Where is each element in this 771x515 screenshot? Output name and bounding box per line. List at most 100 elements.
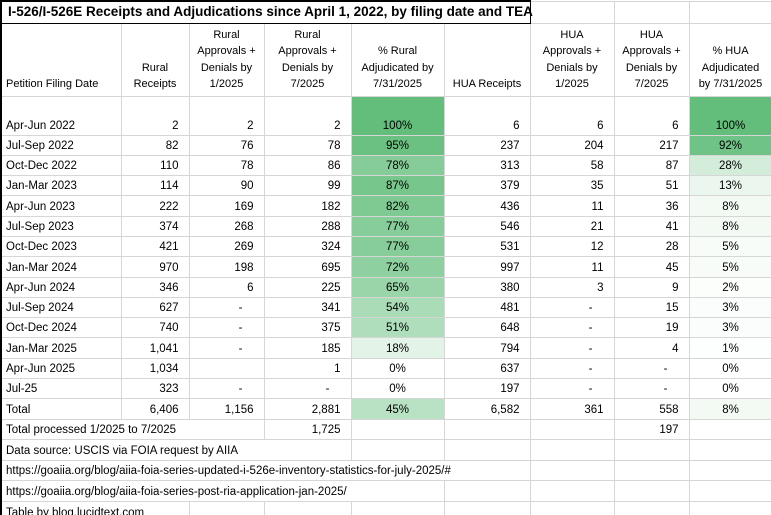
value-cell: 3 [530,277,615,298]
value-cell: 19 [614,317,690,339]
value-cell: 2 [189,96,265,136]
pct-rural-cell: 65% [351,277,445,298]
filing-date-cell: Apr-Jun 2023 [0,195,122,217]
table-row: Apr-Jun 2023 222 169 182 82% 436 11 36 8% [0,195,771,217]
table-row: Jul-25 323- -0% 197- -0% [0,378,771,400]
table-title: I-526/I-526E Receipts and Adjudications … [0,0,533,24]
pct-hua-cell: 5% [689,236,771,258]
table-row: Jul-Sep 2024 627-341 54% 481-15 3% [0,297,771,319]
value-cell: 2 [264,96,352,136]
pct-rural-cell: 51% [351,317,445,339]
value-cell: 204 [530,135,615,156]
source-url-2[interactable]: https://goaiia.org/blog/aiia-foia-series… [0,480,445,503]
pct-hua-cell: 3% [689,317,771,339]
empty-cell [264,501,352,515]
value-cell: 627 [121,297,190,319]
value-cell: 110 [121,155,190,177]
table-row: Oct-Dec 2023 421 269 324 77% 531 12 28 5% [0,236,771,258]
filing-date-cell: Total [0,398,122,420]
value-cell: 82 [121,135,190,156]
filing-date-cell: Jul-Sep 2024 [0,297,122,319]
filing-date-cell: Apr-Jun 2025 [0,358,122,380]
empty-cell [530,0,615,24]
value-cell: 531 [444,236,531,258]
value-cell: 51 [614,175,690,197]
data-source-label: Data source: USCIS via FOIA request by A… [0,439,352,461]
table-row: Apr-Jun 2024 346 6 225 65% 380 3 9 2% [0,277,771,298]
value-cell: 970 [121,256,190,278]
value-cell: 58 [530,155,615,177]
value-cell: 1,034 [121,358,190,380]
empty-cell [530,480,615,503]
table-credit: Table by blog.lucidtext.com [0,501,190,515]
value-cell: 225 [264,277,352,298]
value-cell: 648 [444,317,531,339]
total-processed-label: Total processed 1/2025 to 7/2025 [0,419,265,441]
source-url-1[interactable]: https://goaiia.org/blog/aiia-foia-series… [0,460,531,482]
filing-date-cell: Jul-Sep 2022 [0,135,122,156]
data-source-row: Data source: USCIS via FOIA request by A… [0,439,771,461]
value-cell: 637 [444,358,531,380]
table-row: Jan-Mar 2024 970 198 695 72% 997 11 45 5% [0,256,771,278]
value-cell: - [614,378,690,400]
value-cell: - [530,358,615,380]
value-cell: 1 [264,358,352,380]
header-section: I-526/I-526E Receipts and Adjudications … [0,0,771,97]
value-cell: 268 [189,216,265,237]
value-cell: 6 [530,96,615,136]
value-cell: 45 [614,256,690,278]
value-cell: 4 [614,337,690,359]
empty-cell [614,460,690,482]
empty-cell [614,439,690,461]
value-cell: 185 [264,337,352,359]
pct-rural-cell: 77% [351,236,445,258]
table-row: Jul-Sep 2022 82 76 78 95% 237 204 217 92% [0,135,771,156]
value-cell: 11 [530,256,615,278]
value-cell: - [189,317,265,339]
pct-rural-cell: 45% [351,398,445,420]
value-cell: 197 [444,378,531,400]
value-cell: 11 [530,195,615,217]
col-header-pct-rural-adjudicated: % Rural Adjudicated by 7/31/2025 [351,23,445,97]
footer-section: Total processed 1/2025 to 7/2025 1,725 1… [0,419,771,515]
value-cell: 87 [614,155,690,177]
col-header-hua-adj-1-2025: HUA Approvals + Denials by 1/2025 [530,23,615,97]
pct-hua-cell: 3% [689,297,771,319]
pct-rural-cell: 0% [351,358,445,380]
value-cell: 41 [614,216,690,237]
value-cell: 12 [530,236,615,258]
value-cell: 21 [530,216,615,237]
filing-date-cell: Apr-Jun 2022 [0,96,122,136]
value-cell: 237 [444,135,531,156]
table-row: Oct-Dec 2024 740-375 51% 648-19 3% [0,317,771,339]
value-cell: 76 [189,135,265,156]
value-cell: 6 [614,96,690,136]
pct-hua-cell: 2% [689,277,771,298]
empty-cell [189,501,265,515]
value-cell: 9 [614,277,690,298]
value-cell: 6 [444,96,531,136]
value-cell: 2 [121,96,190,136]
filing-date-cell: Jan-Mar 2025 [0,337,122,359]
filing-date-cell: Apr-Jun 2024 [0,277,122,298]
value-cell: - [189,378,265,400]
empty-cell [614,480,690,503]
value-cell: 361 [530,398,615,420]
value-cell: 374 [121,216,190,237]
table-row: Jan-Mar 2025 1,041-185 18% 794-4 1% [0,337,771,359]
value-cell: 380 [444,277,531,298]
source-link-row-2: https://goaiia.org/blog/aiia-foia-series… [0,480,771,503]
value-cell: 28 [614,236,690,258]
col-header-rural-receipts: Rural Receipts [121,23,190,97]
value-cell: 90 [189,175,265,197]
empty-cell [530,460,615,482]
pct-hua-cell: 28% [689,155,771,177]
empty-cell [689,480,771,503]
filing-date-cell: Jul-25 [0,378,122,400]
pct-hua-cell: 8% [689,195,771,217]
pct-hua-cell: 13% [689,175,771,197]
value-cell: 436 [444,195,531,217]
filing-date-cell: Jan-Mar 2024 [0,256,122,278]
value-cell: 997 [444,256,531,278]
empty-cell [689,501,771,515]
